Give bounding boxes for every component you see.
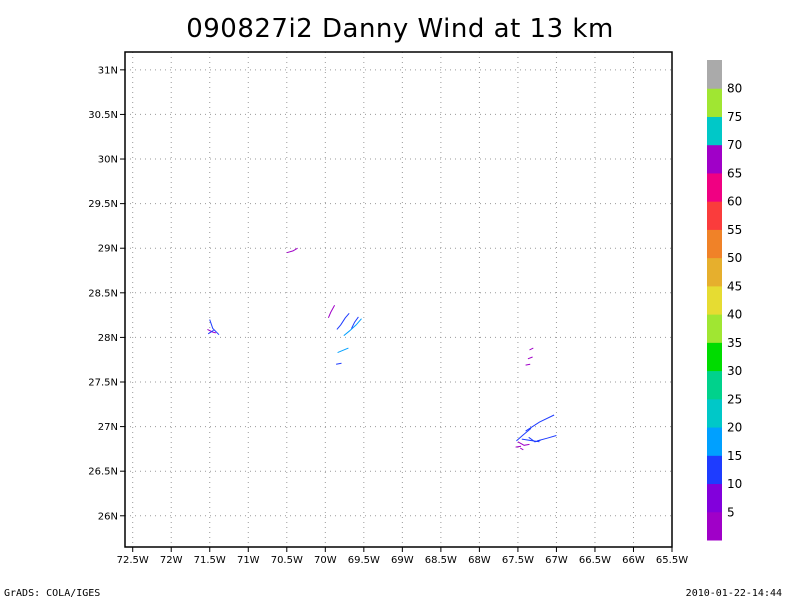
wind-barb — [337, 347, 349, 354]
y-tick-label: 31N — [98, 65, 118, 76]
x-tick-label: 70W — [314, 555, 337, 566]
y-tick-label: 28.5N — [88, 288, 118, 299]
y-tick-label: 29N — [98, 244, 118, 255]
colorbar-swatch — [707, 511, 722, 541]
colorbar-label: 35 — [727, 336, 742, 350]
plot-frame — [124, 51, 673, 548]
x-tick-label: 66W — [622, 555, 645, 566]
x-tick-label: 71.5W — [194, 555, 226, 566]
footer-credit: GrADS: COLA/IGES — [4, 588, 101, 599]
colorbar-label: 65 — [727, 166, 742, 180]
colorbar-swatch — [707, 455, 722, 485]
x-tick-label: 68W — [468, 555, 491, 566]
colorbar-swatch — [707, 342, 722, 372]
colorbar-label: 15 — [727, 449, 742, 463]
wind-barb — [515, 445, 522, 448]
colorbar-swatch — [707, 201, 722, 230]
wind-barb — [516, 428, 532, 442]
colorbar-label: 25 — [727, 392, 742, 406]
x-tick-label: 66.5W — [579, 555, 611, 566]
colorbar-label: 20 — [727, 421, 742, 435]
grid-lines — [125, 52, 672, 547]
colorbar-label: 40 — [727, 308, 742, 322]
wind-barb — [351, 316, 359, 329]
colorbar-swatch — [707, 370, 722, 400]
colorbar-swatch — [707, 60, 722, 89]
colorbar-label: 5 — [727, 505, 735, 519]
wind-barb — [529, 347, 534, 351]
x-tick-label: 71W — [237, 555, 260, 566]
x-tick-label: 70.5W — [271, 555, 303, 566]
x-tick-label: 65.5W — [656, 555, 688, 566]
wind-barb — [525, 363, 531, 366]
colorbar-swatch — [707, 116, 722, 146]
colorbar: 5 10 15 20 25 30 35 40 45 50 55 60 65 70 75 80 — [707, 60, 742, 541]
wind-barb — [286, 247, 298, 254]
x-tick-label: 69.5W — [348, 555, 380, 566]
colorbar-label: 60 — [727, 195, 742, 209]
wind-barb — [343, 318, 362, 336]
y-tick-label: 27.5N — [88, 378, 118, 389]
colorbar-label: 50 — [727, 251, 742, 265]
colorbar-swatch — [707, 398, 722, 428]
y-tick-label: 28N — [98, 333, 118, 344]
y-tick-label: 30.5N — [88, 110, 118, 121]
y-tick-label: 27N — [98, 422, 118, 433]
x-tick-label: 72W — [160, 555, 183, 566]
colorbar-label: 80 — [727, 82, 742, 96]
wind-barb — [207, 329, 214, 335]
wind-barb — [207, 328, 217, 334]
y-tick-label: 26.5N — [88, 467, 118, 478]
colorbar-label: 10 — [727, 477, 742, 491]
footer-timestamp: 2010-01-22-14:44 — [685, 588, 782, 599]
colorbar-label: 30 — [727, 364, 742, 378]
y-tick-label: 29.5N — [88, 199, 118, 210]
colorbar-swatch — [707, 88, 722, 117]
colorbar-label: 70 — [727, 138, 742, 152]
wind-barb — [517, 441, 530, 446]
wind-barb — [527, 356, 533, 360]
wind-barb — [336, 312, 350, 330]
colorbar-swatch — [707, 427, 722, 456]
colorbar-swatch — [707, 257, 722, 287]
colorbar-label: 75 — [727, 110, 742, 124]
colorbar-label: 55 — [727, 223, 742, 237]
colorbar-swatch — [707, 144, 722, 174]
wind-barb — [336, 362, 342, 365]
colorbar-swatch — [707, 229, 722, 259]
wind-barb — [525, 414, 555, 432]
x-tick-label: 67.5W — [502, 555, 534, 566]
x-tick-label: 68.5W — [425, 555, 457, 566]
y-tick-label: 30N — [98, 155, 118, 166]
chart-title: 090827i2 Danny Wind at 13 km — [186, 14, 614, 44]
colorbar-swatch — [707, 285, 722, 315]
x-tick-label: 69W — [391, 555, 414, 566]
wind-barb — [519, 447, 524, 451]
wind-barbs — [207, 247, 557, 451]
colorbar-swatch — [707, 172, 722, 202]
x-tick-label: 72.5W — [117, 555, 149, 566]
x-tick-label: 67W — [545, 555, 568, 566]
colorbar-swatch — [707, 314, 722, 343]
axis-ticks: 72.5W 72W 71.5W 71W 70.5W 70W 69.5W 69W 68.5W 68W… — [88, 65, 688, 566]
wind-barb — [209, 319, 220, 336]
wind-barb — [528, 436, 542, 443]
wind-barb — [327, 305, 336, 318]
colorbar-label: 45 — [727, 279, 742, 293]
y-tick-label: 26N — [98, 511, 118, 522]
colorbar-swatch — [707, 483, 722, 513]
